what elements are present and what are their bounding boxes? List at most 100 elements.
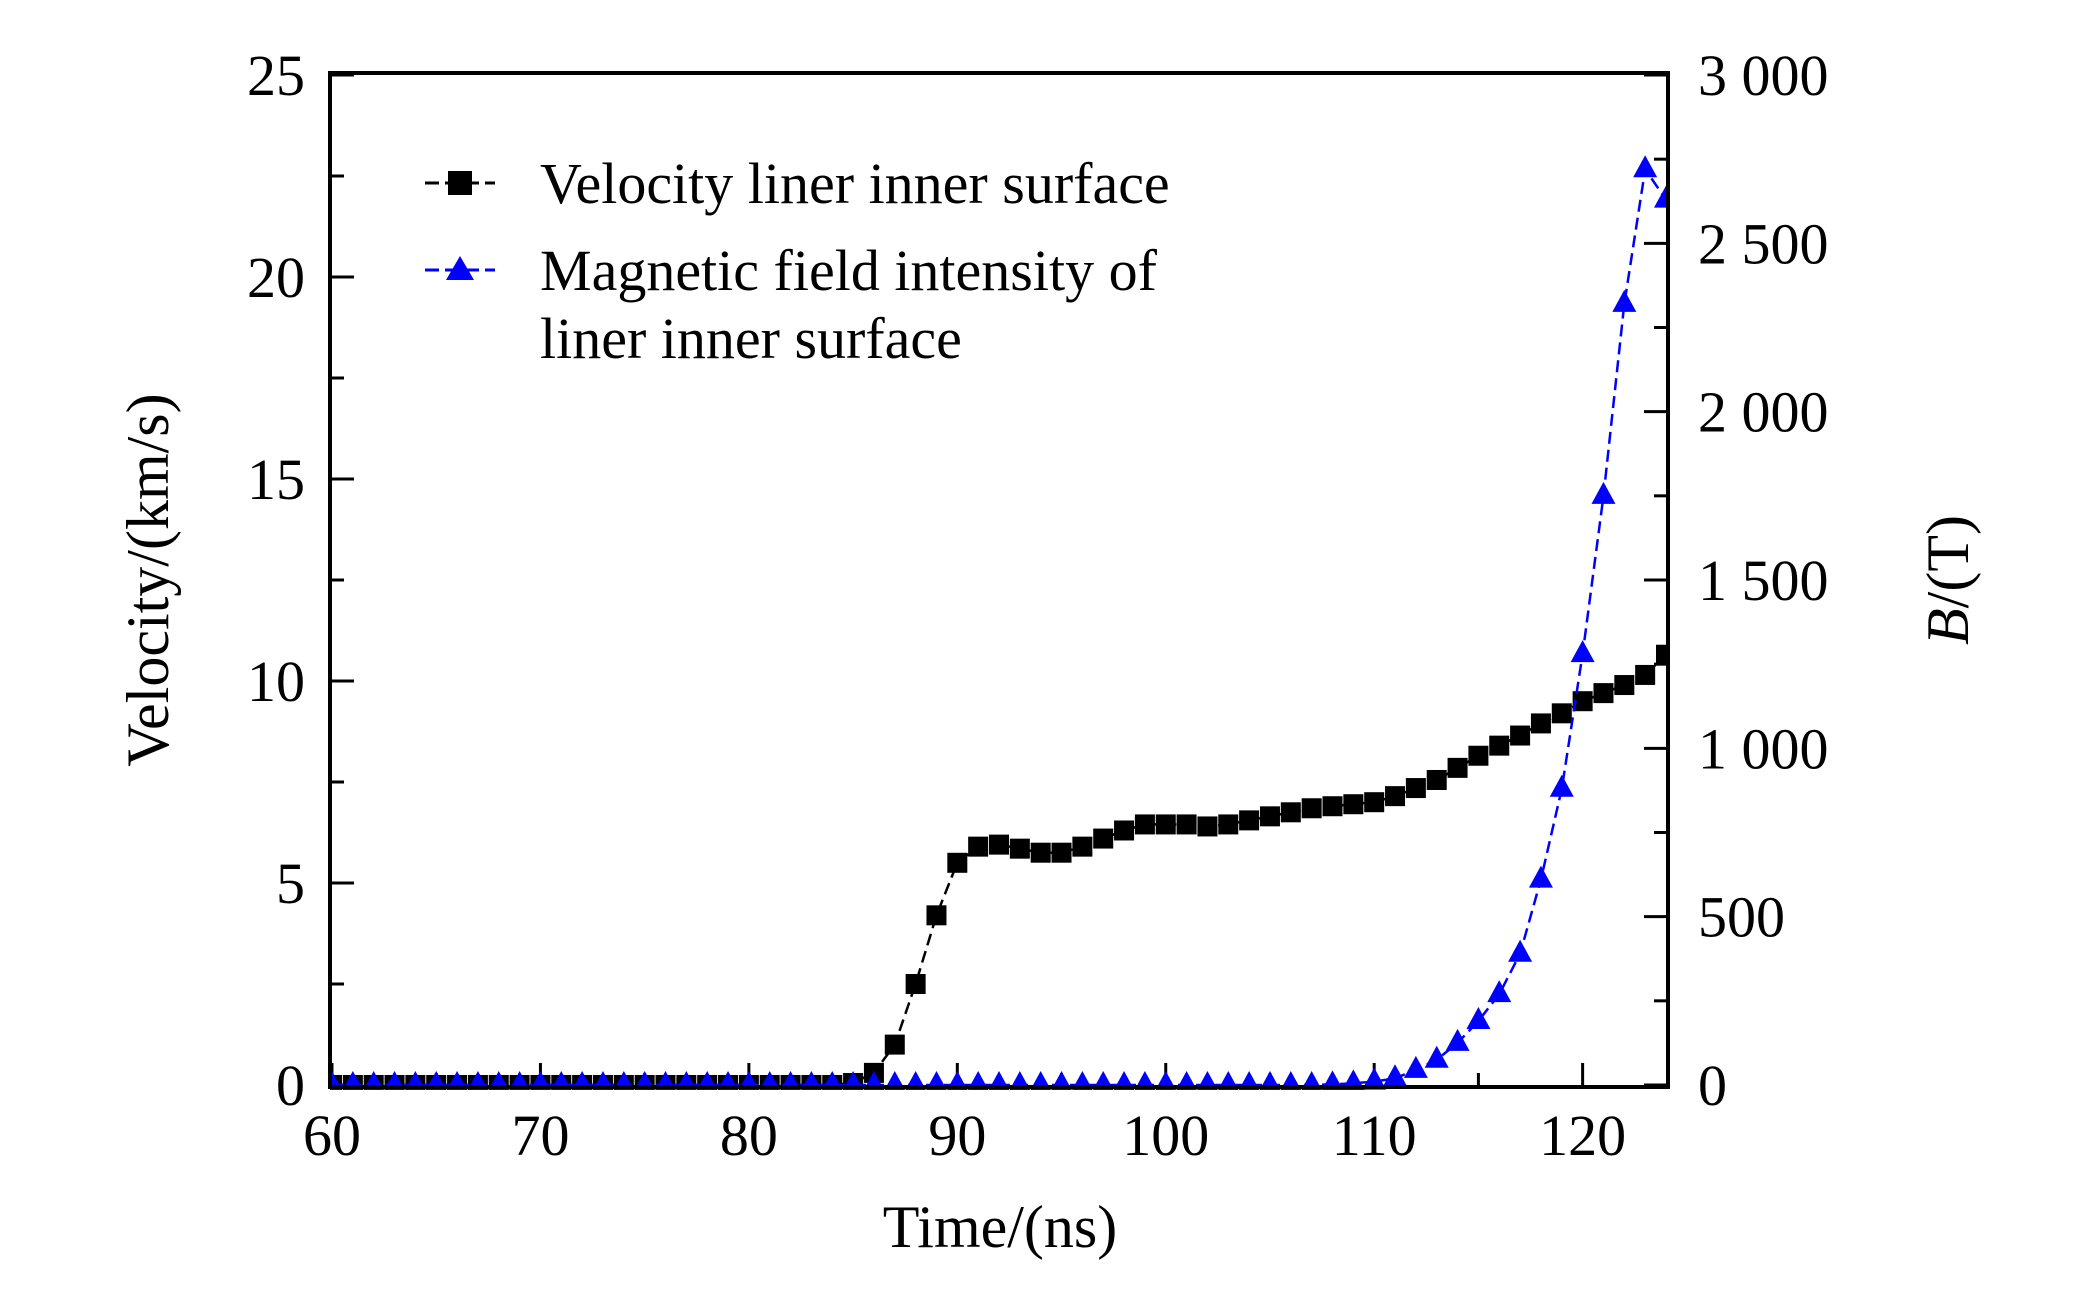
magnetic-point bbox=[1197, 1071, 1218, 1090]
magnetic-point bbox=[1528, 865, 1553, 888]
magnetic-point bbox=[1383, 1064, 1408, 1087]
velocity-series-line bbox=[332, 653, 1667, 1087]
magnetic-point bbox=[1134, 1071, 1156, 1090]
magnetic-point bbox=[1113, 1071, 1135, 1090]
legend-entry-velocity: Velocity liner inner surface bbox=[425, 151, 1170, 216]
magnetic-point bbox=[1217, 1071, 1239, 1090]
y-tick-label: 15 bbox=[247, 447, 305, 512]
magnetic-point bbox=[1051, 1071, 1072, 1090]
magnetic-point bbox=[1176, 1071, 1197, 1090]
velocity-point bbox=[947, 852, 968, 873]
velocity-point bbox=[1134, 814, 1155, 835]
legend: Velocity liner inner surface Magnetic fi… bbox=[425, 151, 1170, 371]
legend-magnetic-label-line2: liner inner surface bbox=[540, 306, 962, 371]
y2-tick-label: 2 500 bbox=[1698, 211, 1829, 276]
magnetic-point bbox=[1301, 1071, 1323, 1090]
magnetic-point bbox=[1092, 1071, 1114, 1090]
velocity-point bbox=[1405, 778, 1426, 799]
velocity-point bbox=[1322, 796, 1343, 817]
y-tick-label: 20 bbox=[247, 245, 305, 310]
velocity-point bbox=[1489, 735, 1510, 756]
velocity-point bbox=[1239, 810, 1260, 831]
legend-velocity-marker bbox=[448, 171, 472, 195]
legend-entry-magnetic: Magnetic field intensity of liner inner … bbox=[425, 238, 1158, 371]
velocity-point bbox=[968, 836, 989, 857]
y2-axis-title: B/(T) bbox=[1915, 515, 1981, 645]
magnetic-point bbox=[1612, 289, 1637, 312]
velocity-point bbox=[1114, 820, 1135, 841]
velocity-point bbox=[1218, 814, 1239, 835]
magnetic-point bbox=[1238, 1071, 1260, 1090]
magnetic-point bbox=[1424, 1045, 1449, 1068]
velocity-point bbox=[1176, 814, 1197, 835]
magnetic-point bbox=[926, 1071, 947, 1090]
magnetic-point bbox=[1155, 1071, 1177, 1090]
magnetic-point bbox=[1633, 155, 1658, 178]
magnetic-point bbox=[1362, 1067, 1387, 1090]
x-axis-title: Time/(ns) bbox=[883, 1194, 1118, 1260]
magnetic-point bbox=[967, 1071, 989, 1090]
y-axis-title: Velocity/(km/s) bbox=[115, 393, 181, 766]
magnetic-point bbox=[1280, 1071, 1302, 1090]
y2-axis-ticks: 0 500 1 000 1 500 2 000 2 500 3 000 bbox=[1644, 43, 1829, 1118]
velocity-point bbox=[1197, 816, 1218, 837]
velocity-point bbox=[1343, 794, 1364, 815]
legend-magnetic-marker bbox=[446, 256, 474, 280]
velocity-point bbox=[1155, 814, 1176, 835]
magnetic-point bbox=[1466, 1007, 1491, 1030]
velocity-point bbox=[1510, 725, 1531, 746]
y2-axis-title-rest: /(T) bbox=[1915, 515, 1981, 608]
y2-tick-label: 1 000 bbox=[1698, 716, 1829, 781]
y2-axis-title-italic: B bbox=[1915, 608, 1981, 645]
x-tick-label: 100 bbox=[1122, 1103, 1209, 1168]
velocity-point bbox=[1009, 838, 1030, 859]
y2-tick-label: 3 000 bbox=[1698, 43, 1829, 108]
magnetic-series-line bbox=[332, 165, 1668, 1087]
velocity-point bbox=[1426, 769, 1447, 790]
velocity-point bbox=[1593, 683, 1614, 704]
x-tick-label: 60 bbox=[303, 1103, 361, 1168]
y-axis-ticks: 0 5 10 15 20 25 bbox=[247, 43, 354, 1118]
velocity-point bbox=[1280, 802, 1301, 823]
x-axis-ticks: 60 70 80 90 100 110 120 bbox=[303, 1063, 1626, 1168]
velocity-point bbox=[1614, 675, 1635, 696]
y-tick-label: 0 bbox=[276, 1053, 305, 1118]
velocity-point bbox=[1447, 757, 1468, 778]
velocity-point bbox=[1572, 691, 1593, 712]
velocity-point bbox=[1093, 828, 1114, 849]
x-tick-label: 70 bbox=[511, 1103, 569, 1168]
magnetic-point bbox=[946, 1071, 968, 1090]
magnetic-point bbox=[988, 1071, 1010, 1090]
velocity-point bbox=[926, 905, 947, 926]
magnetic-point bbox=[1549, 774, 1574, 797]
velocity-point bbox=[1051, 842, 1072, 863]
y2-tick-label: 0 bbox=[1698, 1053, 1727, 1118]
magnetic-point bbox=[1259, 1071, 1281, 1090]
velocity-point bbox=[884, 1034, 905, 1055]
velocity-point bbox=[1635, 664, 1656, 685]
velocity-point bbox=[1259, 806, 1280, 827]
magnetic-point bbox=[1570, 640, 1595, 663]
velocity-point bbox=[1301, 798, 1322, 819]
magnetic-point bbox=[1591, 481, 1616, 504]
magnetic-point bbox=[1072, 1071, 1093, 1090]
magnetic-point bbox=[1030, 1071, 1052, 1090]
velocity-point bbox=[1030, 842, 1051, 863]
magnetic-point bbox=[1487, 980, 1512, 1003]
y-tick-label: 25 bbox=[247, 43, 305, 108]
magnetic-point bbox=[1445, 1028, 1470, 1051]
legend-velocity-label: Velocity liner inner surface bbox=[540, 151, 1170, 216]
velocity-point bbox=[1364, 792, 1385, 813]
y2-tick-label: 2 000 bbox=[1698, 380, 1829, 445]
velocity-point bbox=[1072, 836, 1093, 857]
magnetic-point bbox=[1342, 1069, 1365, 1090]
magnetic-point bbox=[1508, 939, 1533, 962]
legend-magnetic-label-line1: Magnetic field intensity of bbox=[540, 238, 1158, 303]
x-tick-label: 80 bbox=[720, 1103, 778, 1168]
magnetic-point bbox=[1321, 1070, 1344, 1090]
magnetic-point bbox=[1403, 1055, 1428, 1078]
magnetic-point bbox=[1009, 1071, 1031, 1090]
velocity-point bbox=[1530, 713, 1551, 734]
velocity-point bbox=[905, 974, 926, 994]
